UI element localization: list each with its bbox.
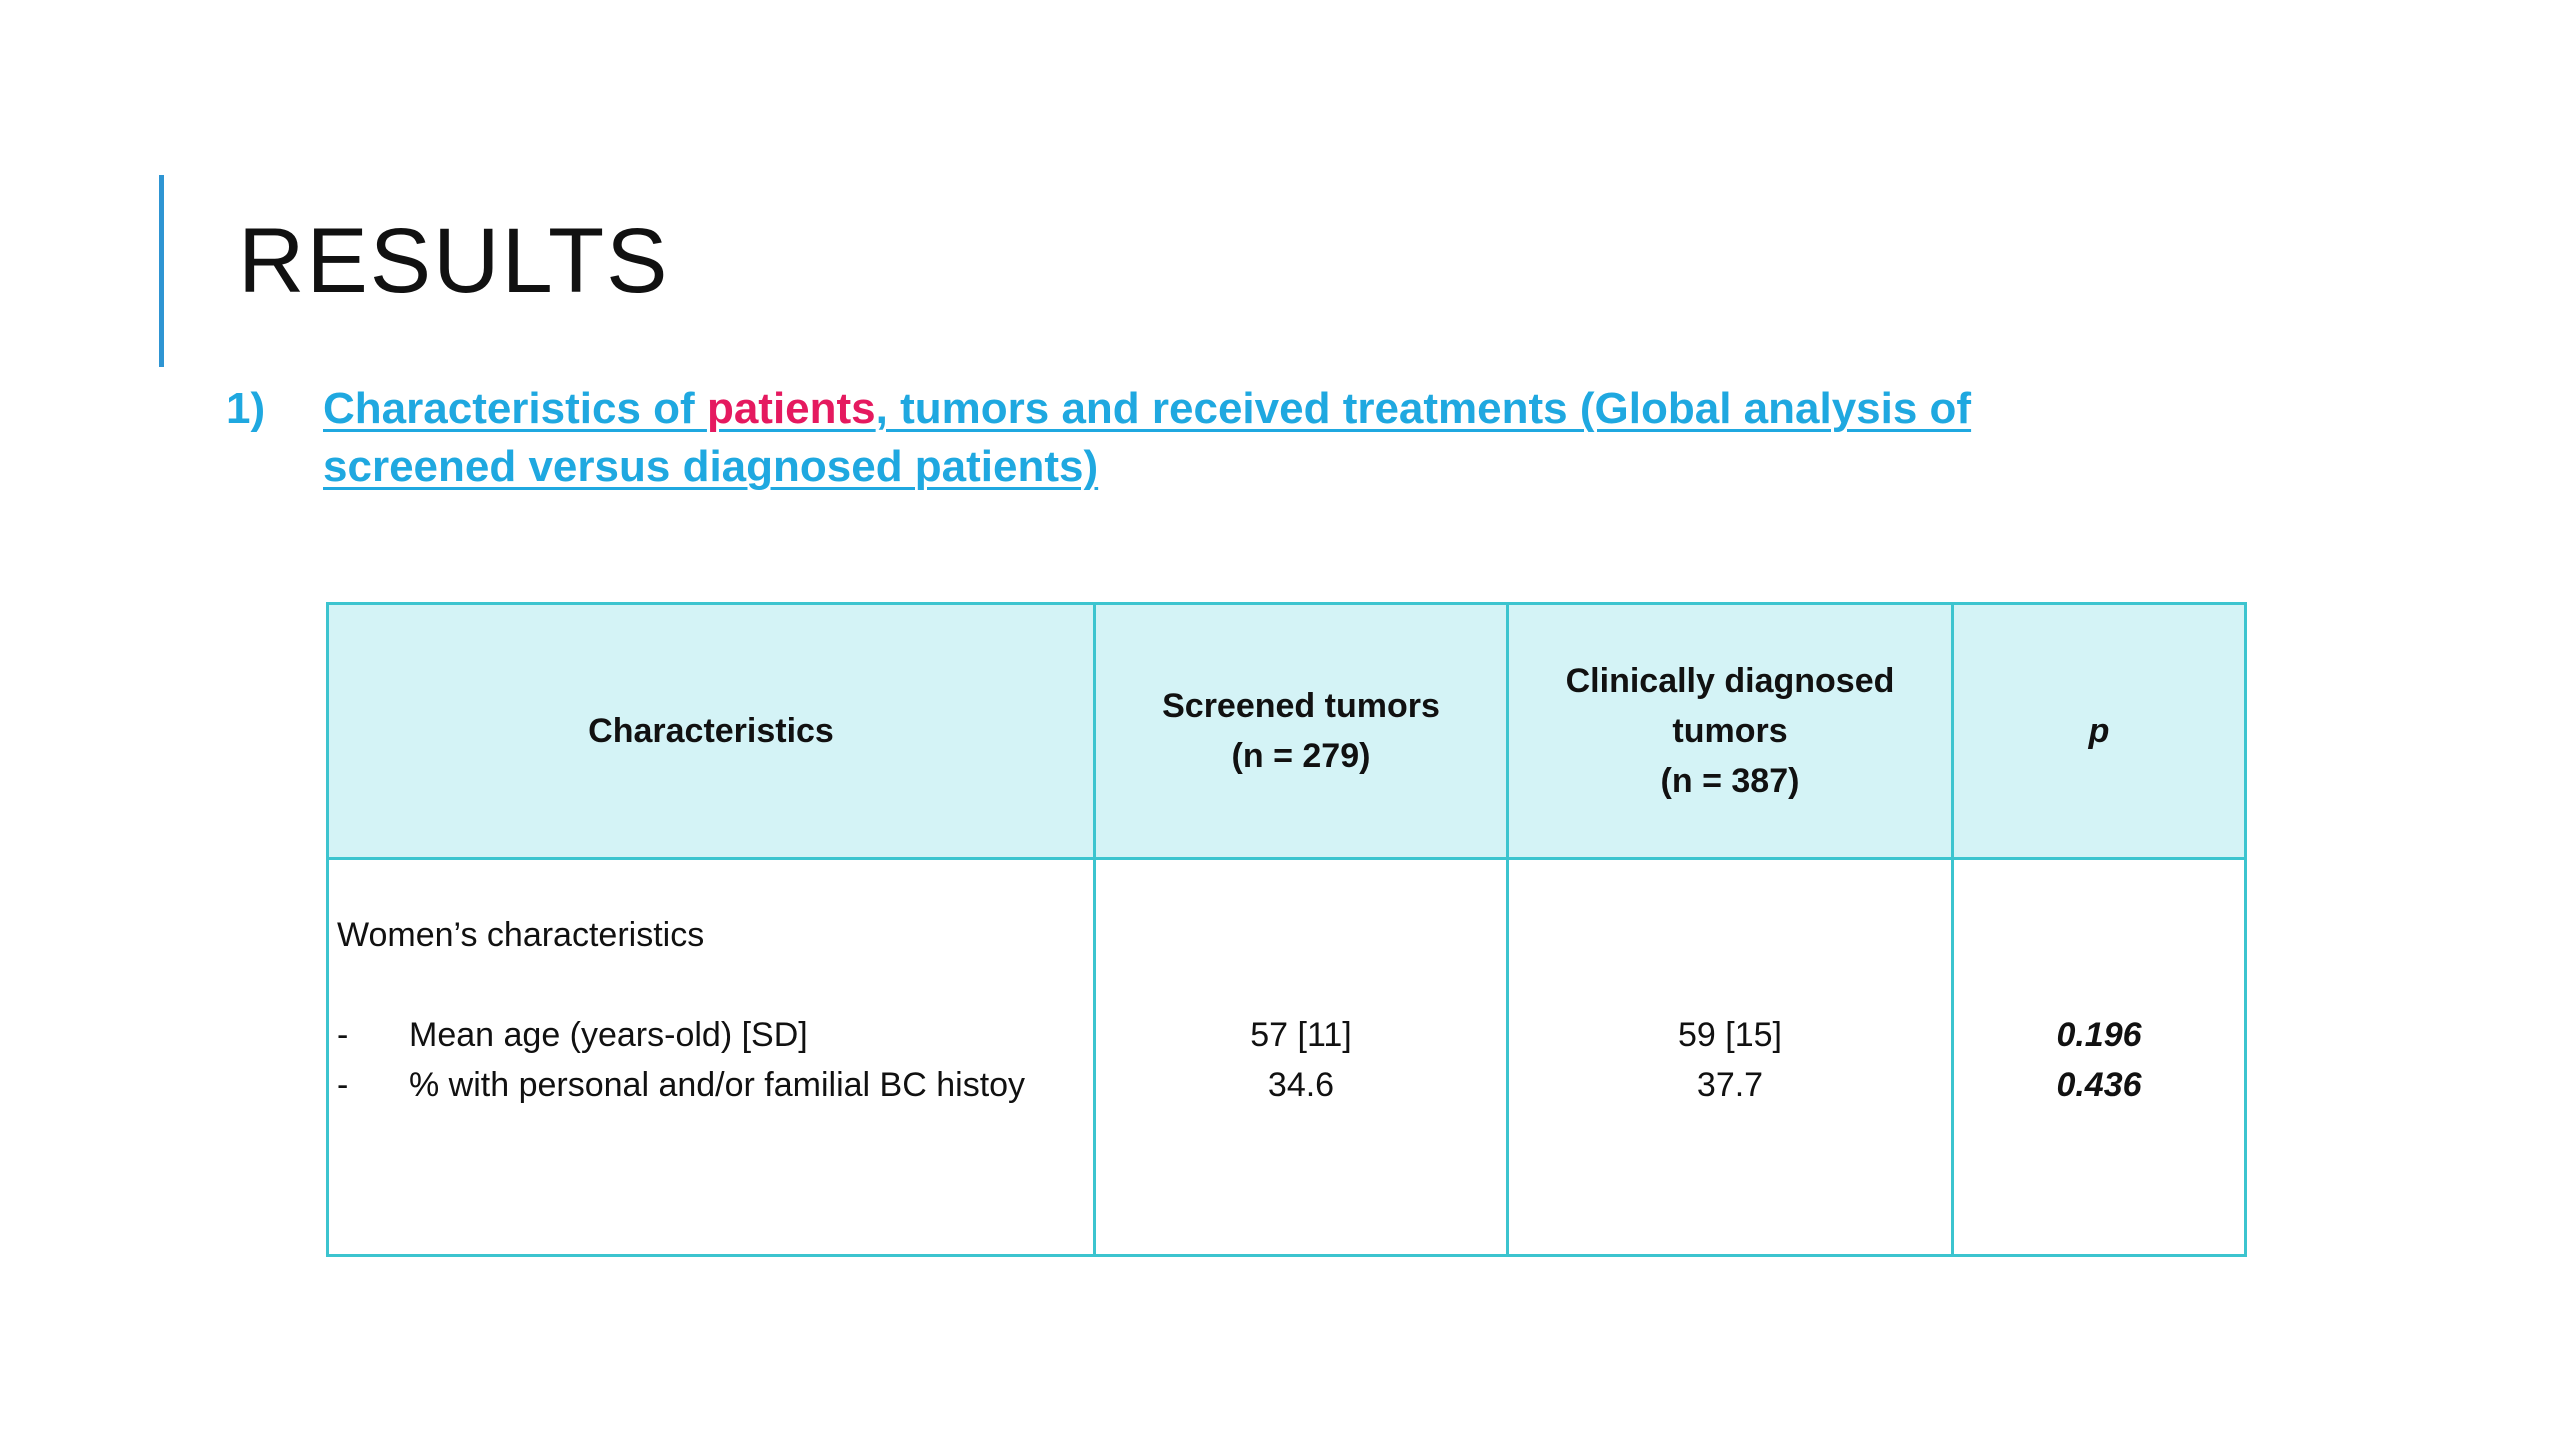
header-characteristics-label: Characteristics	[588, 712, 834, 750]
screened-values-cell: 57 [11] 34.6	[1093, 857, 1509, 1257]
group-label: Women’s characteristics	[337, 916, 705, 954]
header-characteristics: Characteristics	[326, 602, 1096, 860]
header-clinical-line2: tumors	[1672, 712, 1788, 750]
row-dash: -	[337, 1016, 349, 1054]
table-header-row: Characteristics Screened tumors (n = 279…	[326, 602, 2247, 860]
p-value: 0.196	[2056, 1016, 2142, 1054]
header-clinical: Clinically diagnosed tumors (n = 387)	[1506, 602, 1954, 860]
section-number: 1)	[226, 384, 266, 433]
header-clinical-line1: Clinically diagnosed	[1565, 662, 1895, 700]
clinical-value: 59 [15]	[1678, 1016, 1782, 1054]
row-label: Mean age (years-old) [SD]	[409, 1016, 808, 1054]
results-table: Characteristics Screened tumors (n = 279…	[326, 602, 2247, 1257]
title-accent-bar	[159, 175, 164, 367]
section-heading-highlight: patients	[706, 384, 876, 433]
header-clinical-line3: (n = 387)	[1660, 762, 1800, 800]
clinical-value: 37.7	[1696, 1066, 1764, 1104]
header-screened-line1: Screened tumors	[1162, 687, 1440, 725]
section-heading: Characteristics of patients, tumors and …	[323, 380, 2103, 496]
section-heading-text-1: Characteristics of	[323, 384, 707, 433]
p-values-cell: 0.196 0.436	[1951, 857, 2247, 1257]
table-row: Women’s characteristics - Mean age (year…	[326, 857, 2247, 1257]
header-screened: Screened tumors (n = 279)	[1093, 602, 1509, 860]
screened-value: 34.6	[1267, 1066, 1335, 1104]
screened-value: 57 [11]	[1250, 1016, 1352, 1054]
characteristics-cell: Women’s characteristics - Mean age (year…	[326, 857, 1096, 1257]
section-heading-text-2: , tumors and received treatments (Global…	[323, 384, 1972, 491]
header-p: p	[1951, 602, 2247, 860]
row-label-mean-age: - Mean age (years-old) [SD]	[337, 1010, 1093, 1060]
slide-title: RESULTS	[238, 210, 670, 312]
clinical-values-cell: 59 [15] 37.7	[1506, 857, 1954, 1257]
header-p-label: p	[2088, 712, 2110, 750]
row-label-history: - % with personal and/or familial BC his…	[337, 1060, 1093, 1110]
header-screened-line2: (n = 279)	[1231, 737, 1371, 775]
p-value: 0.436	[2056, 1066, 2142, 1104]
row-label: % with personal and/or familial BC histo…	[409, 1066, 1026, 1104]
row-dash: -	[337, 1066, 349, 1104]
